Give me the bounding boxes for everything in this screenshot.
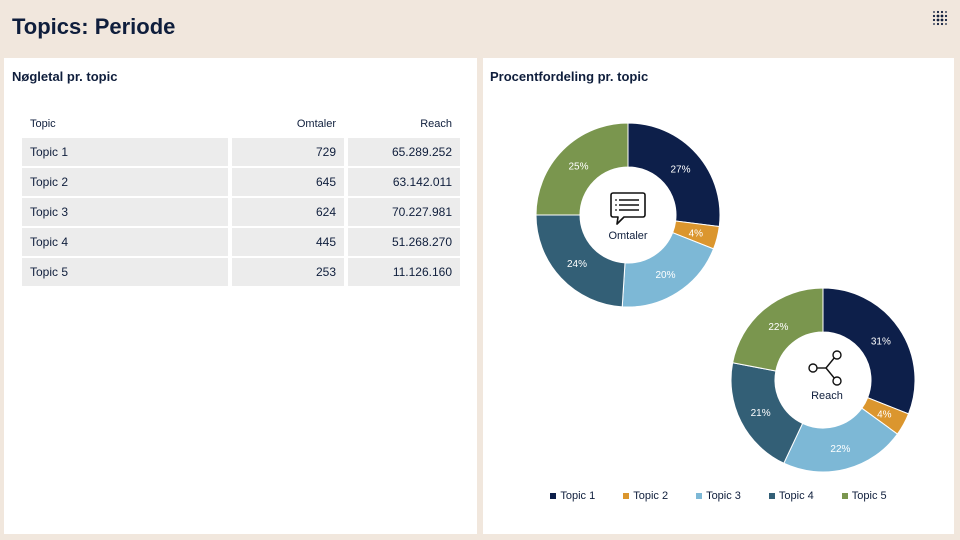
distribution-panel-title: Procentfordeling pr. topic: [490, 69, 649, 84]
legend-item-topic-3[interactable]: Topic 3: [696, 490, 741, 502]
table-cell-reach: 51.268.270: [348, 228, 460, 256]
chart-legend: Topic 1 Topic 2 Topic 3 Topic 4 Topic 5: [483, 490, 954, 502]
table-cell-omtaler: 253: [232, 258, 344, 286]
slice-percent-label-4: 21%: [751, 408, 771, 419]
slice-percent-label-1: 31%: [871, 337, 891, 348]
donut-slice-4[interactable]: [730, 362, 804, 464]
slice-percent-label-2: 4%: [877, 410, 892, 421]
kpi-table: Topic Omtaler Reach Topic 1 729 65.289.2…: [18, 110, 464, 288]
table-cell-reach: 70.227.981: [348, 198, 460, 226]
legend-label: Topic 3: [706, 490, 741, 502]
donut-center-label-reach: Reach: [811, 390, 843, 402]
legend-item-topic-1[interactable]: Topic 1: [550, 490, 595, 502]
table-cell-topic: Topic 2: [22, 168, 228, 196]
kpi-panel-title: Nøgletal pr. topic: [12, 69, 118, 84]
table-cell-omtaler: 729: [232, 138, 344, 166]
table-row: Topic 4 445 51.268.270: [22, 228, 460, 256]
table-header-row: Topic Omtaler Reach: [22, 112, 460, 136]
table-row: Topic 5 253 11.126.160: [22, 258, 460, 286]
page-title: Topics: Periode: [12, 14, 176, 39]
grid-dot-logo-icon: [932, 10, 948, 26]
table-cell-topic: Topic 3: [22, 198, 228, 226]
donut-slice-5[interactable]: [732, 287, 824, 372]
table-row: Topic 1 729 65.289.252: [22, 138, 460, 166]
table-cell-topic: Topic 1: [22, 138, 228, 166]
donut-slice-4[interactable]: [535, 214, 626, 308]
kpi-panel: Nøgletal pr. topic Topic Omtaler Reach T…: [4, 58, 477, 534]
table-cell-reach: 65.289.252: [348, 138, 460, 166]
legend-item-topic-4[interactable]: Topic 4: [768, 490, 814, 502]
legend-item-topic-5[interactable]: Topic 5: [841, 490, 887, 502]
table-cell-topic: Topic 5: [22, 258, 228, 286]
slice-percent-label-1: 27%: [671, 165, 691, 176]
table-row: Topic 3 624 70.227.981: [22, 198, 460, 226]
slice-percent-label-2: 4%: [689, 228, 704, 239]
table-cell-reach: 63.142.011: [348, 168, 460, 196]
share-network-icon: [808, 350, 842, 386]
donut-slice-5[interactable]: [535, 122, 629, 216]
slice-percent-label-3: 20%: [656, 270, 676, 281]
legend-swatch: [696, 493, 703, 499]
donut-chart-omtaler: 27% 4% 20% 24% 25% Omtaler: [535, 122, 721, 308]
legend-swatch: [768, 493, 775, 499]
table-cell-omtaler: 445: [232, 228, 344, 256]
speech-bubble-icon: [610, 192, 646, 225]
donut-slice-1[interactable]: [822, 287, 916, 415]
legend-swatch: [841, 493, 848, 499]
column-header-omtaler[interactable]: Omtaler: [296, 118, 336, 130]
donut-center-label-omtaler: Omtaler: [608, 230, 647, 242]
table-cell-omtaler: 645: [232, 168, 344, 196]
legend-label: Topic 1: [560, 490, 596, 502]
legend-swatch: [550, 493, 557, 499]
slice-percent-label-5: 25%: [568, 162, 588, 173]
table-cell-reach: 11.126.160: [348, 258, 460, 286]
table-row: Topic 2 645 63.142.011: [22, 168, 460, 196]
donut-chart-reach: 31% 4% 22% 21% 22% Reach: [730, 287, 916, 473]
donut-charts: 27% 4% 20% 24% 25% Omtaler 31% 4% 22% 21% 22%: [535, 122, 916, 473]
legend-label: Topic 5: [851, 490, 887, 502]
donut-slice-1[interactable]: [627, 122, 721, 228]
table-cell-topic: Topic 4: [22, 228, 228, 256]
table-cell-omtaler: 624: [232, 198, 344, 226]
slice-percent-label-3: 22%: [830, 444, 850, 455]
legend-item-topic-2[interactable]: Topic 2: [623, 490, 668, 502]
legend-swatch: [623, 493, 630, 499]
column-header-reach[interactable]: Reach: [420, 118, 452, 130]
slice-percent-label-4: 24%: [567, 259, 587, 270]
slice-percent-label-5: 22%: [768, 322, 788, 333]
legend-label: Topic 4: [778, 490, 814, 502]
legend-label: Topic 2: [633, 490, 669, 502]
column-header-topic[interactable]: Topic: [30, 118, 56, 130]
distribution-panel: Procentfordeling pr. topic 27% 4% 20% 24% 25…: [483, 58, 954, 534]
